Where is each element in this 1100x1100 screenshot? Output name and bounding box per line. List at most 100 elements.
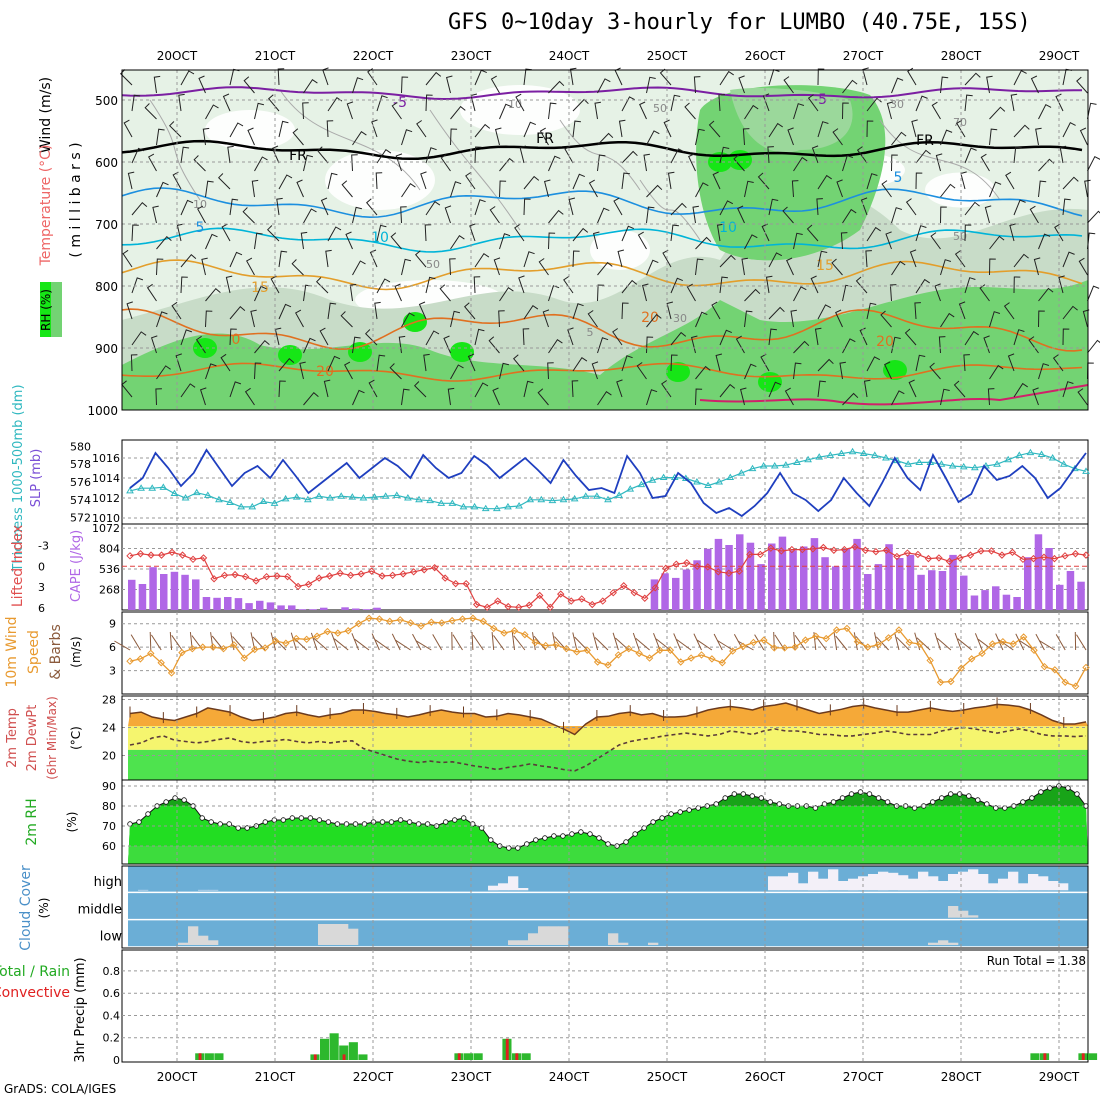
wind-speed-point	[344, 627, 352, 635]
thickness-point	[770, 462, 779, 469]
rh2m-point	[488, 837, 494, 843]
wind-barb	[493, 257, 501, 276]
wind-barb	[254, 339, 270, 354]
rh2m-point	[163, 799, 169, 805]
wind-barb	[670, 224, 679, 242]
wind-barb	[243, 76, 255, 94]
wind-speed-point	[448, 616, 456, 625]
wind-barb	[1013, 199, 1026, 216]
wind-barb-10m	[998, 639, 1014, 651]
wind10m-unit-label: (m/s)	[69, 636, 83, 667]
cloud-bar-high	[1028, 874, 1039, 891]
li-tick-label: 6	[38, 602, 45, 615]
li-point	[809, 545, 817, 553]
thickness-point	[826, 451, 835, 458]
thickness-point	[859, 449, 868, 457]
dewpt2m-axis-label: 2m DewPt	[25, 705, 40, 772]
wind-barb-10m	[391, 633, 401, 651]
wind-barb	[989, 364, 1004, 380]
wind-barb-10m	[114, 640, 131, 651]
cloud-bar-low	[188, 926, 199, 945]
wind-barb-10m	[511, 632, 515, 651]
temp-contour-25	[699, 384, 1089, 406]
wind-barb	[439, 284, 451, 302]
wind-barb	[964, 147, 977, 164]
rh2m-point	[226, 821, 232, 827]
li-point	[283, 572, 292, 581]
wind-speed-point	[1061, 678, 1069, 686]
thickness-point	[303, 495, 312, 503]
wind-barb	[786, 257, 794, 276]
wind-barb	[416, 120, 427, 138]
rh-shade-bright	[758, 372, 782, 392]
wind-barb-10m	[333, 638, 349, 651]
wind-barb	[369, 249, 378, 268]
wind-barb	[836, 179, 843, 198]
thickness-point	[1070, 464, 1079, 472]
wind-barb	[488, 336, 500, 354]
rh2m-point	[443, 819, 449, 825]
wind-barb	[254, 362, 262, 380]
li-point	[935, 554, 943, 562]
wind-barb	[940, 312, 955, 328]
wind-barb	[1013, 276, 1021, 294]
rh2m-point	[406, 819, 413, 825]
wind-barb	[597, 78, 611, 94]
wind-barb	[986, 75, 993, 94]
wind-barb	[447, 387, 455, 406]
cape-bar	[362, 609, 371, 610]
rh2m-point	[758, 795, 764, 801]
li-point	[168, 548, 176, 557]
rh2m-point	[208, 819, 214, 825]
wind-barb	[662, 249, 672, 268]
wind-barb	[512, 354, 525, 372]
wind-barb	[1054, 223, 1064, 242]
wind-barb	[131, 224, 139, 242]
precip-total-bar	[521, 1053, 531, 1060]
wind-barb-10m	[189, 632, 193, 651]
thickness-point	[126, 486, 134, 494]
wind-barb	[319, 327, 329, 346]
cape-bar	[245, 603, 253, 610]
wind-barb	[686, 283, 696, 302]
wind-barb	[572, 173, 585, 190]
wind-barb	[693, 76, 701, 94]
wind-barb	[474, 382, 489, 398]
cloud-bar-high	[838, 881, 849, 891]
rh2m-point	[839, 795, 846, 801]
cape-tick-label: 1072	[92, 522, 120, 535]
rh2m-point	[397, 817, 404, 823]
wind-barb	[389, 363, 402, 380]
wind-speed-point	[832, 626, 841, 634]
wind-barb-10m	[914, 632, 921, 651]
temp-tick-label: 28	[102, 694, 116, 707]
rh-contour-label: 50	[426, 258, 440, 271]
wind-barb	[1052, 354, 1064, 372]
thickness-point	[170, 489, 179, 497]
rh-contour-label: 70	[953, 116, 967, 129]
wind-barb	[915, 278, 930, 294]
wind-barb	[376, 149, 392, 164]
wind-barb	[467, 353, 476, 372]
wind-barb	[247, 127, 255, 146]
wind-barb	[1084, 179, 1091, 198]
wind-barb	[229, 198, 239, 216]
temp-unit-label: (°C)	[69, 726, 83, 750]
wind-barb-10m	[853, 632, 858, 651]
cape-bar	[853, 538, 861, 610]
wind-frame	[121, 611, 1089, 695]
rh-shade-bright	[348, 342, 372, 362]
cape-bar	[181, 574, 189, 610]
li-point	[294, 582, 302, 591]
cape-bar	[650, 579, 659, 610]
cloud-bar-high	[798, 883, 809, 891]
rh2m-point	[569, 831, 575, 837]
wind-barb	[401, 312, 415, 328]
rh2m-tick-label: 60	[102, 840, 116, 853]
wind-barb-10m	[513, 635, 526, 651]
cape-bar	[1056, 584, 1064, 610]
rh2m-point	[930, 799, 936, 805]
wind-barb-10m	[894, 632, 900, 651]
wind-barb	[1033, 257, 1041, 276]
wind-barb	[156, 365, 171, 380]
